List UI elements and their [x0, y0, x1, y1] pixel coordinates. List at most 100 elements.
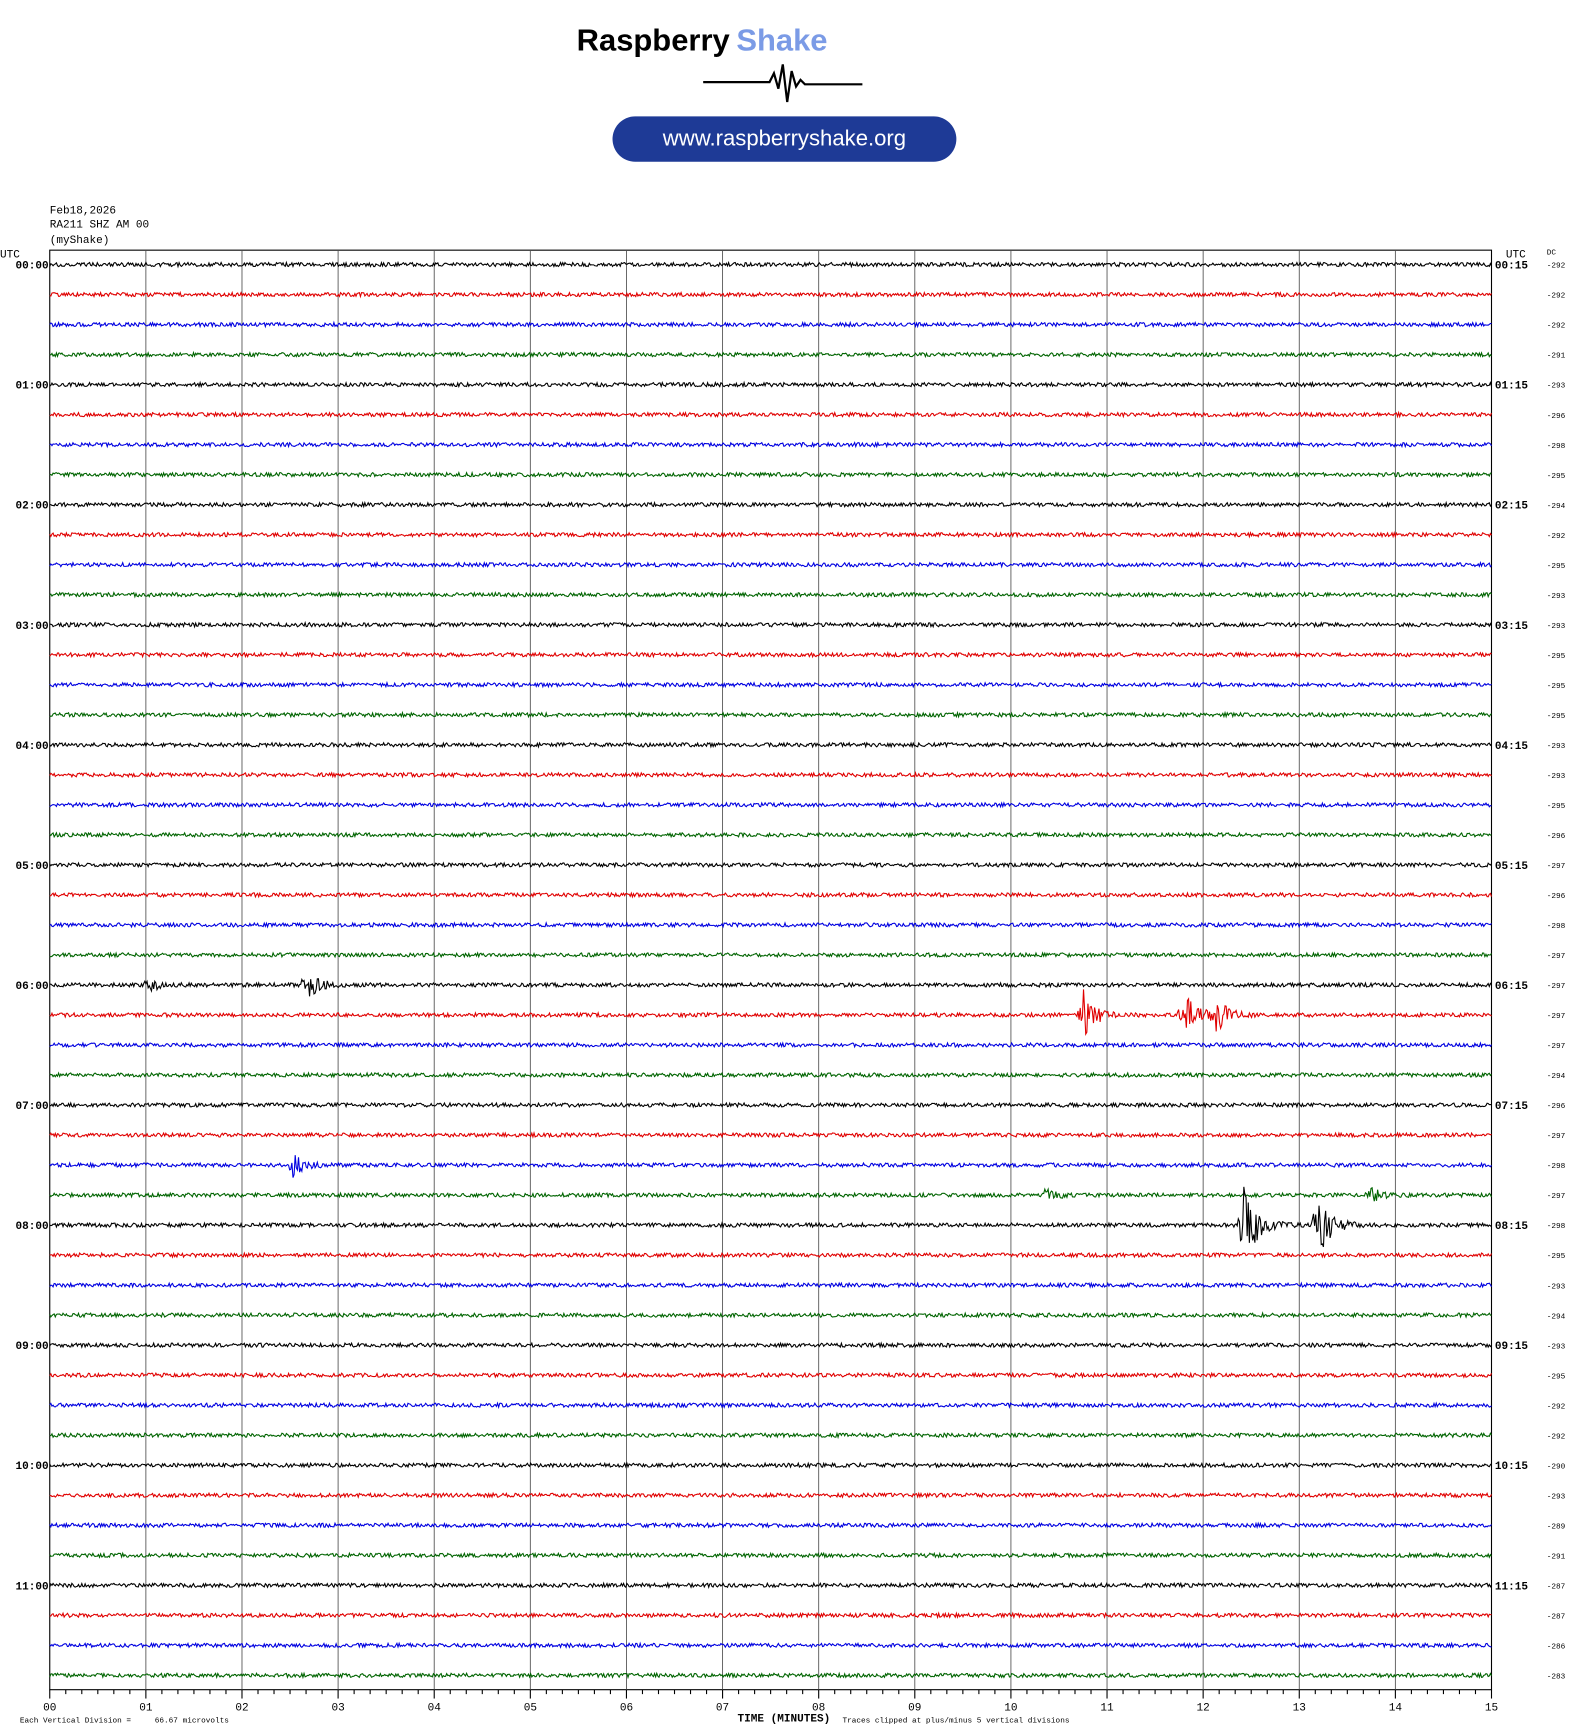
division-value: 66.67 microvolts	[155, 1718, 229, 1726]
dc-value: -292	[1547, 293, 1566, 301]
dc-value: -289	[1547, 1523, 1566, 1531]
dc-value: -296	[1547, 893, 1566, 901]
x-tick-label: 11	[1100, 1702, 1114, 1714]
dc-value: -295	[1547, 563, 1566, 571]
trace	[49, 1491, 1492, 1499]
trace	[49, 260, 1493, 269]
x-tick-label: 10	[1004, 1702, 1017, 1714]
dc-value: -293	[1547, 743, 1566, 751]
right-time-label: 10:15	[1495, 1461, 1529, 1473]
trace	[49, 1130, 1492, 1139]
dc-value: -292	[1547, 323, 1566, 331]
left-time-label: 02:00	[15, 501, 48, 513]
url[interactable]: www.raspberryshake.org	[662, 125, 906, 150]
dc-value: -283	[1547, 1673, 1566, 1681]
clip-note: Traces clipped at plus/minus 5 vertical …	[842, 1718, 1069, 1726]
trace	[49, 380, 1493, 389]
dc-value: -297	[1547, 1013, 1566, 1021]
dc-value: -293	[1547, 383, 1566, 391]
trace	[49, 1281, 1492, 1289]
x-tick-label: 14	[1389, 1702, 1403, 1714]
right-time-label: 04:15	[1495, 741, 1529, 753]
dc-value: -297	[1547, 983, 1566, 991]
trace	[49, 1041, 1492, 1049]
left-time-label: 00:00	[15, 261, 48, 273]
dc-value: -290	[1547, 1463, 1566, 1471]
dc-value: -298	[1547, 1163, 1566, 1171]
trace	[49, 470, 1492, 479]
dc-value: -298	[1547, 443, 1566, 451]
dc-value: -297	[1547, 1043, 1566, 1051]
trace	[49, 710, 1492, 719]
trace	[49, 500, 1492, 509]
dc-value: -293	[1547, 1283, 1566, 1291]
right-time-label: 08:15	[1495, 1221, 1529, 1233]
dc-value: -292	[1547, 1433, 1566, 1441]
right-time-label: 11:15	[1495, 1581, 1529, 1593]
trace	[49, 1071, 1492, 1079]
dc-value: -296	[1547, 833, 1566, 841]
trace	[49, 1431, 1492, 1440]
dc-value: -297	[1547, 1133, 1566, 1141]
trace	[49, 891, 1493, 899]
trace	[49, 1671, 1492, 1680]
trace	[49, 921, 1492, 929]
left-time-label: 04:00	[15, 741, 48, 753]
x-tick-label: 12	[1197, 1702, 1210, 1714]
trace	[49, 801, 1492, 809]
dc-value: -294	[1547, 503, 1566, 511]
dc-value: -294	[1547, 1073, 1566, 1081]
trace	[49, 1251, 1492, 1259]
dc-value: -295	[1547, 713, 1566, 721]
dc-value: -298	[1547, 1223, 1566, 1231]
trace	[49, 1461, 1492, 1469]
right-time-label: 09:15	[1495, 1341, 1529, 1353]
trace	[49, 951, 1492, 959]
trace	[49, 1401, 1492, 1410]
dc-title: DC	[1547, 249, 1557, 257]
left-time-label: 09:00	[15, 1341, 48, 1353]
right-time-label: 05:15	[1495, 861, 1529, 873]
left-time-label: 10:00	[15, 1461, 48, 1473]
trace	[49, 560, 1492, 569]
dc-value: -295	[1547, 1253, 1566, 1261]
dc-value: -296	[1547, 413, 1566, 421]
x-tick-label: 00	[43, 1702, 56, 1714]
trace	[49, 591, 1492, 599]
trace	[49, 1341, 1492, 1349]
dc-value: -295	[1547, 803, 1566, 811]
dc-value: -286	[1547, 1643, 1566, 1651]
dc-value: -296	[1547, 1103, 1566, 1111]
trace	[49, 977, 1492, 997]
trace	[49, 1581, 1492, 1590]
trace	[49, 680, 1492, 689]
dc-value: -294	[1547, 1313, 1566, 1321]
trace	[49, 440, 1492, 449]
x-tick-label: 02	[235, 1702, 248, 1714]
trace	[49, 770, 1492, 779]
dc-value: -297	[1547, 863, 1566, 871]
left-time-label: 01:00	[15, 381, 48, 393]
dc-value: -293	[1547, 1343, 1566, 1351]
trace	[49, 320, 1492, 329]
dc-value: -297	[1547, 953, 1566, 961]
x-tick-label: 09	[908, 1702, 921, 1714]
dc-value: -291	[1547, 1553, 1566, 1561]
dc-value: -295	[1547, 683, 1566, 691]
url-pill[interactable]	[612, 116, 957, 162]
dc-value: -287	[1547, 1583, 1566, 1591]
trace	[49, 989, 1492, 1036]
right-axis-title: UTC	[1506, 250, 1526, 262]
x-tick-label: 06	[620, 1702, 633, 1714]
plot-frame	[49, 249, 1493, 1691]
x-axis-title: TIME (MINUTES)	[737, 1713, 830, 1725]
x-tick-label: 08	[812, 1702, 825, 1714]
x-tick-label: 04	[428, 1702, 442, 1714]
source: (myShake)	[50, 235, 110, 247]
dc-value: -293	[1547, 773, 1566, 781]
trace	[49, 1521, 1492, 1530]
trace	[49, 1551, 1492, 1559]
left-time-label: 06:00	[15, 981, 48, 993]
